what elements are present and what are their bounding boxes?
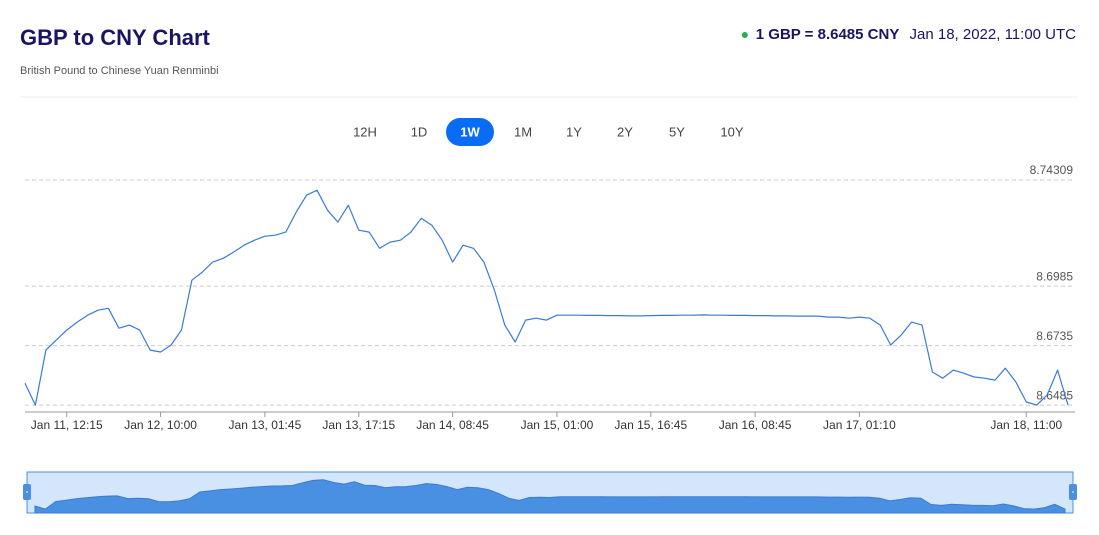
price-line [24, 189, 1069, 406]
y-tick-label: 8.74309 [1030, 163, 1074, 177]
range-button-label[interactable]: 1Y [566, 124, 582, 139]
x-tick-label: Jan 13, 17:15 [322, 418, 395, 432]
range-button-bg[interactable] [446, 118, 494, 146]
x-tick-label: Jan 15, 01:00 [521, 418, 594, 432]
range-button-label[interactable]: 5Y [669, 124, 685, 139]
navigator-area [34, 479, 1066, 514]
range-button[interactable]: 1D [411, 124, 428, 139]
chart-title: GBP to CNY Chart [20, 25, 211, 50]
range-button-label[interactable]: 1M [514, 124, 532, 139]
range-button-label[interactable]: 1D [411, 124, 428, 139]
range-button[interactable]: 1Y [566, 124, 582, 139]
x-tick-label: Jan 17, 01:10 [823, 418, 896, 432]
range-selector: 12H 1D 1W 1M 1Y 2Y 5Y 10Y [353, 118, 744, 146]
navigator [23, 471, 1077, 514]
chart-subtitle: British Pound to Chinese Yuan Renminbi [20, 65, 219, 77]
range-button-label[interactable]: 2Y [617, 124, 633, 139]
quote-timestamp: Jan 18, 2022, 11:00 UTC [910, 26, 1077, 43]
range-button-label[interactable]: 12H [353, 124, 377, 139]
range-button[interactable]: 10Y [720, 124, 743, 139]
range-button[interactable]: 12H [353, 124, 377, 139]
x-tick-label: Jan 11, 12:15 [31, 418, 103, 432]
x-tick-label: Jan 16, 08:45 [719, 418, 792, 432]
y-tick-label: 8.6735 [1036, 329, 1073, 343]
x-tick-label: Jan 15, 16:45 [614, 418, 687, 432]
range-button-label[interactable]: 10Y [720, 124, 743, 139]
live-dot [741, 32, 748, 38]
quote-rate: 1 GBP = 8.6485 CNY [756, 26, 900, 43]
range-button[interactable]: 2Y [617, 124, 633, 139]
range-button[interactable]: 5Y [669, 124, 685, 139]
x-tick-label: Jan 12, 10:00 [124, 418, 197, 432]
range-button-label[interactable]: 1W [460, 124, 480, 139]
y-tick-label: 8.6985 [1036, 269, 1073, 283]
range-button[interactable]: 1W [446, 118, 494, 146]
range-button[interactable]: 1M [514, 124, 532, 139]
x-tick-label: Jan 18, 11:00 [990, 418, 1062, 432]
x-tick-label: Jan 14, 08:45 [416, 418, 489, 432]
x-tick-label: Jan 13, 01:45 [229, 418, 302, 432]
